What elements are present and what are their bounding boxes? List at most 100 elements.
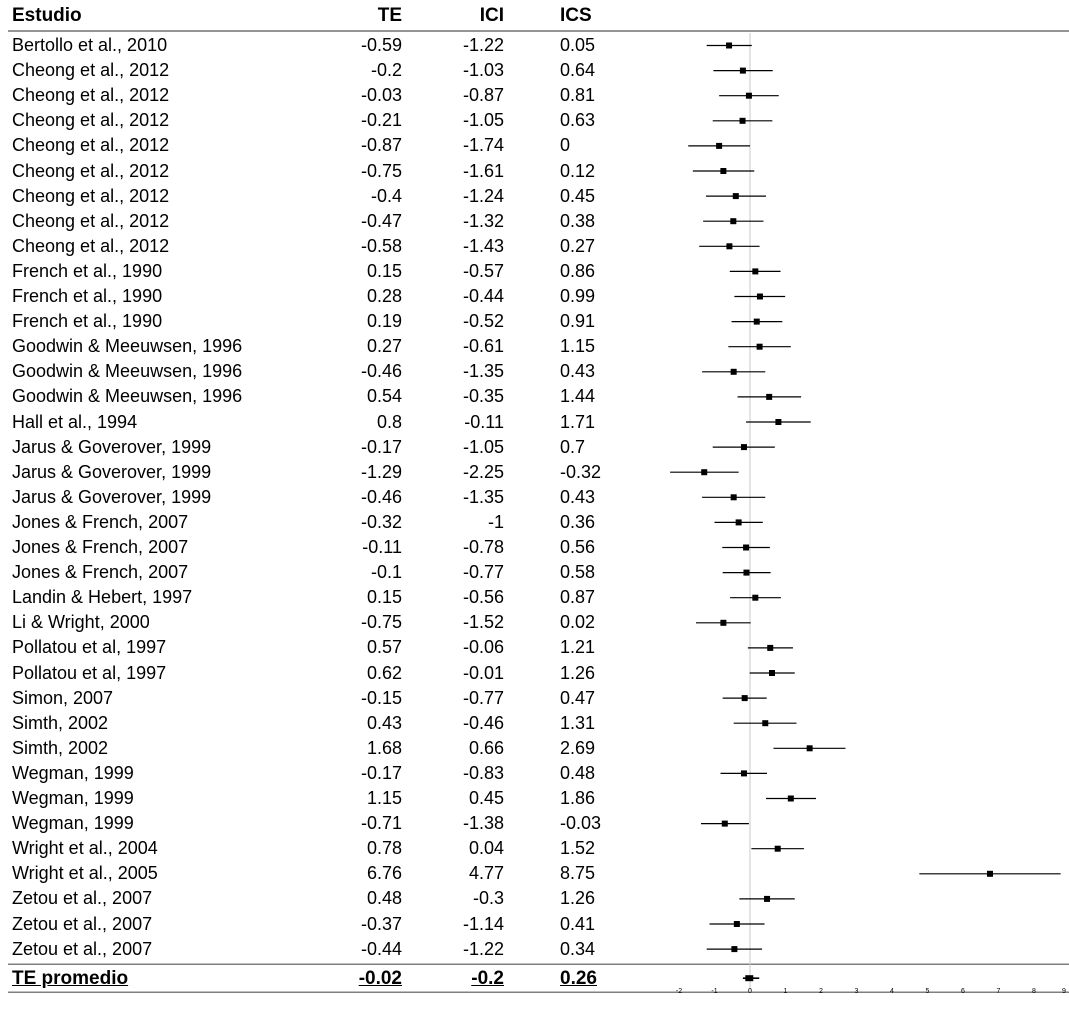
header-study: Estudio xyxy=(12,5,82,26)
row-study: Goodwin & Meeuwsen, 1996 xyxy=(12,386,243,407)
row-te: -0.11 xyxy=(362,537,402,557)
effect-marker xyxy=(726,42,733,49)
x-tick-label: -2 xyxy=(676,988,682,995)
row-te: -0.46 xyxy=(360,486,402,507)
row-ici: -1 xyxy=(487,511,504,532)
effect-marker xyxy=(720,168,727,174)
x-tick-label: 3 xyxy=(855,988,859,995)
row-study: Wright et al., 2004 xyxy=(12,838,158,859)
row-study: Li & Wright, 2000 xyxy=(12,612,150,633)
row-study: Cheong et al., 2012 xyxy=(12,235,170,256)
row-ici: -0.78 xyxy=(462,537,504,557)
row-study: Bertollo et al., 2010 xyxy=(12,35,168,55)
effect-marker xyxy=(806,745,813,752)
row-ics: 0.56 xyxy=(560,537,596,557)
row-study: Zetou et al., 2007 xyxy=(12,888,153,909)
effect-marker xyxy=(986,870,993,877)
row-ics: 0.64 xyxy=(560,60,596,81)
x-tick-label: 0 xyxy=(748,988,752,995)
effect-marker xyxy=(767,644,774,651)
row-ici: -1.35 xyxy=(462,361,504,382)
effect-marker xyxy=(745,92,752,99)
row-study: Cheong et al., 2012 xyxy=(12,210,170,231)
row-ics: 1.21 xyxy=(560,637,596,658)
effect-marker xyxy=(756,293,763,300)
row-study: Wegman, 1999 xyxy=(12,762,134,783)
effect-marker xyxy=(766,393,773,400)
row-study: Simon, 2007 xyxy=(12,687,114,708)
effect-marker xyxy=(731,946,738,953)
row-ici: -1.61 xyxy=(462,160,504,181)
row-study: Pollatou et al, 1997 xyxy=(12,637,167,658)
row-ici: 0.45 xyxy=(468,788,504,808)
row-ici: -1.24 xyxy=(462,185,504,206)
row-te: 0.54 xyxy=(366,386,402,407)
row-ici: -0.01 xyxy=(462,662,504,683)
row-study: Simth, 2002 xyxy=(12,712,109,733)
effect-marker xyxy=(756,343,763,350)
row-ics: 0.47 xyxy=(560,687,596,708)
effect-marker xyxy=(740,770,747,777)
row-study: French et al., 1990 xyxy=(12,311,163,332)
row-study: Wegman, 1999 xyxy=(12,813,134,834)
row-ici: -0.06 xyxy=(462,637,504,658)
row-ici: -0.44 xyxy=(462,286,504,306)
row-ics: 0.34 xyxy=(560,938,596,959)
row-study: Cheong et al., 2012 xyxy=(12,85,170,106)
row-ics: 0.63 xyxy=(560,110,596,131)
row-ics: 1.44 xyxy=(560,386,596,407)
row-study: Jones & French, 2007 xyxy=(12,562,189,583)
effect-marker xyxy=(732,193,739,200)
effect-marker xyxy=(774,845,781,852)
row-ici: -1.05 xyxy=(462,436,504,457)
row-ici: -1.22 xyxy=(462,35,504,55)
row-ici: -1.22 xyxy=(462,938,504,959)
effect-marker xyxy=(733,921,740,927)
row-te: -0.15 xyxy=(360,687,402,708)
row-study: Jarus & Goverover, 1999 xyxy=(12,486,212,507)
summary-marker xyxy=(745,975,754,982)
row-te: 1.15 xyxy=(366,788,402,808)
row-ics: 1.15 xyxy=(560,336,596,357)
summary-ics: 0.26 xyxy=(560,967,597,989)
row-te: -0.37 xyxy=(360,913,402,934)
x-tick-label: 9 xyxy=(1062,988,1066,995)
row-ics: 0.43 xyxy=(560,361,596,382)
row-ici: -0.46 xyxy=(462,712,504,733)
row-study: Jarus & Goverover, 1999 xyxy=(12,461,212,482)
row-te: -0.58 xyxy=(360,235,402,256)
row-ics: 0.12 xyxy=(560,160,596,181)
row-ici: -0.3 xyxy=(472,888,504,909)
row-ics: 0.7 xyxy=(560,436,586,457)
row-ici: -0.52 xyxy=(462,311,504,332)
row-ici: -1.74 xyxy=(462,135,504,156)
row-ici: 0.66 xyxy=(468,737,504,758)
row-study: Cheong et al., 2012 xyxy=(12,60,170,81)
row-te: -0.03 xyxy=(360,85,402,106)
row-ics: 0.36 xyxy=(560,511,596,532)
row-ici: -0.61 xyxy=(462,336,504,357)
summary-te: -0.02 xyxy=(358,967,402,989)
row-te: 0.8 xyxy=(376,411,402,432)
row-te: -0.2 xyxy=(370,60,402,81)
row-study: Goodwin & Meeuwsen, 1996 xyxy=(12,336,243,357)
row-ics: 0.48 xyxy=(560,762,596,783)
row-te: -0.47 xyxy=(360,210,402,231)
row-te: 0.62 xyxy=(366,662,402,683)
effect-marker xyxy=(716,142,723,149)
x-tick-label: 1 xyxy=(784,988,788,995)
row-ics: 0.45 xyxy=(560,185,596,206)
row-ics: 0.41 xyxy=(560,913,596,934)
row-te: -0.75 xyxy=(360,160,402,181)
summary-study: TE promedio xyxy=(12,967,129,989)
row-ics: 0.27 xyxy=(560,235,596,256)
row-study: Pollatou et al, 1997 xyxy=(12,662,167,683)
row-ici: 0.04 xyxy=(468,838,504,859)
row-ici: -0.87 xyxy=(462,85,504,106)
row-ici: -1.32 xyxy=(462,210,504,231)
row-ici: -0.35 xyxy=(462,386,504,407)
row-te: -0.1 xyxy=(370,562,402,583)
row-study: Wright et al., 2005 xyxy=(12,863,158,884)
row-ics: 0.87 xyxy=(560,587,596,608)
